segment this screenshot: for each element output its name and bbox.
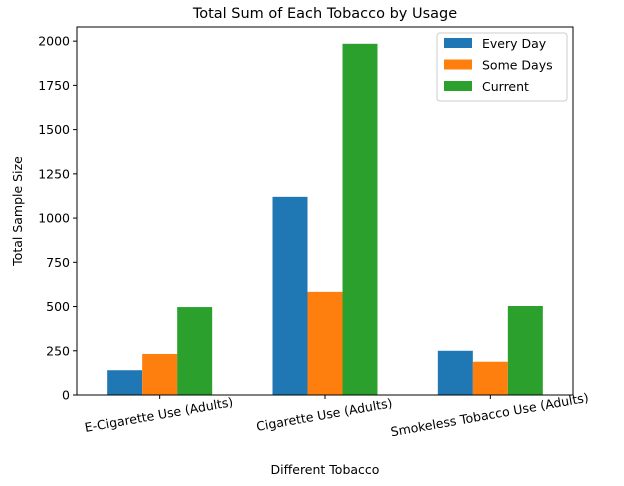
y-tick-label: 1000 [38,211,70,226]
chart-title: Total Sum of Each Tobacco by Usage [192,6,457,22]
y-tick-label: 2000 [38,34,70,49]
x-axis: E-Cigarette Use (Adults) Cigarette Use (A… [84,390,590,440]
x-tick-label: E-Cigarette Use (Adults) [84,394,235,435]
bar-every-day [107,370,143,395]
bars-layer [107,43,543,396]
legend-swatch [444,81,472,91]
x-axis-label: Different Tobacco [271,462,380,477]
bar-current [177,307,213,395]
y-tick-label: 1250 [38,166,70,181]
y-tick-label: 750 [46,255,70,270]
y-tick-label: 1500 [38,122,70,137]
legend-swatch [444,38,472,48]
legend-label: Every Day [482,36,547,51]
y-tick-label: 0 [62,388,70,403]
legend-label: Current [482,79,529,94]
y-axis: 0 250 500 750 1000 1250 1500 1750 2000 [38,34,77,403]
bar-every-day [437,350,473,395]
y-tick-label: 1750 [38,78,70,93]
bar-some-days [472,361,508,395]
bar-current [507,306,543,395]
y-tick-label: 500 [46,299,70,314]
y-axis-label: Total Sample Size [10,156,25,267]
bar-current [342,43,378,396]
bar-some-days [307,291,343,395]
x-tick-label: Cigarette Use (Adults) [255,395,393,434]
bar-every-day [272,196,308,395]
legend-swatch [444,59,472,70]
legend-label: Some Days [482,58,553,73]
legend: Every Day Some Days Current [436,32,568,102]
bar-some-days [142,353,178,395]
y-tick-label: 250 [46,343,70,358]
x-tick-label: Smokeless Tobacco Use (Adults) [389,390,589,440]
